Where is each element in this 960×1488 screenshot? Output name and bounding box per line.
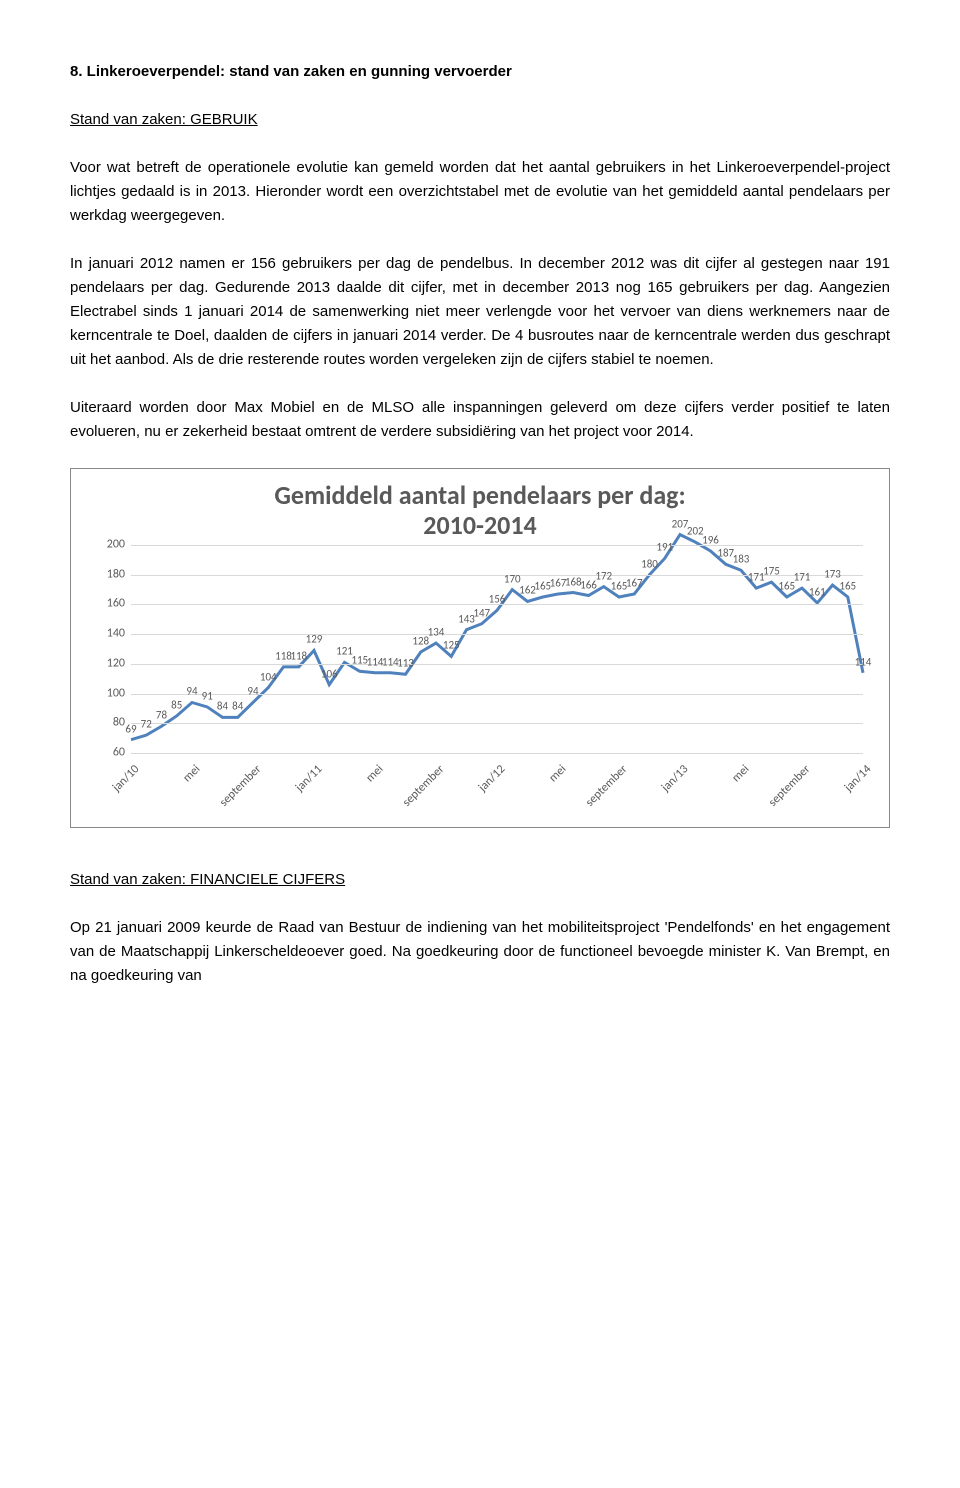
chart-data-label: 171 bbox=[748, 568, 765, 586]
chart-data-label: 121 bbox=[336, 643, 353, 661]
chart-data-label: 170 bbox=[504, 570, 521, 588]
chart-data-label: 161 bbox=[809, 583, 826, 601]
chart-data-label: 85 bbox=[171, 696, 182, 714]
chart-data-label: 104 bbox=[260, 668, 277, 686]
chart-data-label: 94 bbox=[247, 683, 258, 701]
chart-plot-area: 6080100120140160180200jan/10meiseptember… bbox=[131, 545, 863, 753]
chart-data-label: 114 bbox=[855, 653, 872, 671]
chart-data-label: 180 bbox=[641, 555, 658, 573]
chart-data-label: 166 bbox=[580, 576, 597, 594]
chart-xtick: mei bbox=[179, 761, 206, 788]
chart-xtick: jan/12 bbox=[475, 761, 511, 797]
chart-ytick: 60 bbox=[81, 743, 125, 762]
chart-ytick: 160 bbox=[81, 595, 125, 614]
chart-data-label: 165 bbox=[534, 577, 551, 595]
chart-title-line2: 2010-2014 bbox=[423, 509, 536, 541]
chart-container: Gemiddeld aantal pendelaars per dag: 201… bbox=[70, 468, 890, 828]
chart-data-label: 69 bbox=[125, 720, 136, 738]
chart-data-label: 118 bbox=[275, 647, 292, 665]
chart-data-label: 165 bbox=[839, 577, 856, 595]
chart-data-label: 187 bbox=[717, 545, 734, 563]
chart-data-label: 129 bbox=[306, 631, 323, 649]
chart-gridline bbox=[131, 723, 863, 724]
paragraph-1: Voor wat betreft de operationele evoluti… bbox=[70, 156, 890, 228]
chart-data-label: 143 bbox=[458, 610, 475, 628]
chart-data-label: 171 bbox=[794, 568, 811, 586]
chart-data-label: 84 bbox=[232, 698, 243, 716]
chart-data-label: 125 bbox=[443, 637, 460, 655]
chart-data-label: 202 bbox=[687, 522, 704, 540]
chart-data-label: 167 bbox=[550, 574, 567, 592]
chart-data-label: 207 bbox=[672, 515, 689, 533]
chart-data-label: 168 bbox=[565, 573, 582, 591]
chart-data-label: 128 bbox=[412, 632, 429, 650]
chart-data-label: 94 bbox=[186, 683, 197, 701]
chart-data-label: 172 bbox=[595, 567, 612, 585]
chart-data-label: 114 bbox=[367, 653, 384, 671]
chart-xtick: jan/14 bbox=[841, 761, 877, 797]
chart-data-label: 183 bbox=[733, 551, 750, 569]
chart-data-label: 91 bbox=[202, 687, 213, 705]
chart-data-label: 114 bbox=[382, 653, 399, 671]
pendelaars-chart: Gemiddeld aantal pendelaars per dag: 201… bbox=[89, 481, 871, 821]
chart-data-label: 118 bbox=[290, 647, 307, 665]
chart-data-label: 165 bbox=[778, 577, 795, 595]
chart-xtick: mei bbox=[362, 761, 389, 788]
chart-ytick: 180 bbox=[81, 565, 125, 584]
chart-ytick: 120 bbox=[81, 654, 125, 673]
paragraph-3: Uiteraard worden door Max Mobiel en de M… bbox=[70, 396, 890, 444]
chart-gridline bbox=[131, 753, 863, 754]
chart-ytick: 100 bbox=[81, 684, 125, 703]
chart-data-label: 113 bbox=[397, 655, 414, 673]
chart-xtick: mei bbox=[545, 761, 572, 788]
chart-xtick: september bbox=[582, 761, 633, 812]
subheading-gebruik: Stand van zaken: GEBRUIK bbox=[70, 108, 890, 132]
chart-title: Gemiddeld aantal pendelaars per dag: 201… bbox=[89, 481, 871, 541]
chart-data-label: 191 bbox=[656, 539, 673, 557]
chart-gridline bbox=[131, 634, 863, 635]
chart-data-label: 196 bbox=[702, 531, 719, 549]
chart-xtick: september bbox=[216, 761, 267, 812]
chart-data-label: 162 bbox=[519, 582, 536, 600]
chart-data-label: 147 bbox=[473, 604, 490, 622]
chart-data-label: 165 bbox=[611, 577, 628, 595]
chart-data-label: 115 bbox=[351, 652, 368, 670]
chart-data-label: 134 bbox=[428, 623, 445, 641]
chart-xtick: jan/13 bbox=[658, 761, 694, 797]
chart-data-label: 173 bbox=[824, 566, 841, 584]
chart-xtick: mei bbox=[728, 761, 755, 788]
subheading-financiele: Stand van zaken: FINANCIELE CIJFERS bbox=[70, 868, 890, 892]
chart-gridline bbox=[131, 694, 863, 695]
chart-data-label: 156 bbox=[489, 591, 506, 609]
chart-xtick: september bbox=[765, 761, 816, 812]
chart-gridline bbox=[131, 664, 863, 665]
chart-xtick: jan/11 bbox=[292, 761, 328, 797]
chart-data-label: 175 bbox=[763, 563, 780, 581]
paragraph-4: Op 21 januari 2009 keurde de Raad van Be… bbox=[70, 916, 890, 988]
chart-gridline bbox=[131, 545, 863, 546]
chart-title-line1: Gemiddeld aantal pendelaars per dag: bbox=[274, 479, 685, 511]
chart-ytick: 140 bbox=[81, 625, 125, 644]
section-heading: 8. Linkeroeverpendel: stand van zaken en… bbox=[70, 60, 890, 84]
paragraph-2: In januari 2012 namen er 156 gebruikers … bbox=[70, 252, 890, 372]
chart-ytick: 80 bbox=[81, 714, 125, 733]
chart-xtick: september bbox=[399, 761, 450, 812]
chart-data-label: 84 bbox=[217, 698, 228, 716]
chart-data-label: 106 bbox=[321, 665, 338, 683]
chart-data-label: 72 bbox=[141, 716, 152, 734]
chart-data-label: 78 bbox=[156, 707, 167, 725]
chart-xtick: jan/10 bbox=[109, 761, 145, 797]
chart-data-label: 167 bbox=[626, 574, 643, 592]
chart-ytick: 200 bbox=[81, 535, 125, 554]
